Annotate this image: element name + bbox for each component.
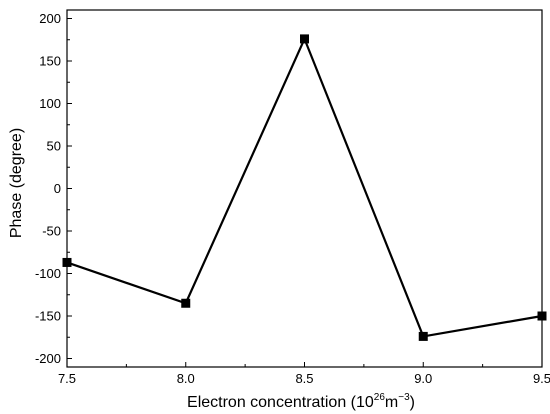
y-tick-label: -200 — [35, 351, 61, 366]
data-point-marker — [418, 331, 428, 341]
x-tick-label: 9.5 — [533, 371, 550, 386]
y-tick-label: 0 — [54, 181, 61, 196]
x-tick-label: 8.5 — [295, 371, 313, 386]
x-axis-title-unit-exponent: −3 — [398, 392, 410, 403]
data-series — [62, 34, 547, 341]
y-axis-title: Phase (degree) — [8, 128, 25, 238]
y-axis-title-group: Phase (degree) — [8, 128, 25, 238]
y-tick-label: -150 — [35, 309, 61, 324]
y-tick-label: 50 — [47, 139, 61, 154]
x-axis-title-unit: m — [385, 394, 398, 411]
series-line — [66, 36, 543, 338]
x-tick-label: 7.5 — [58, 371, 76, 386]
axis-ticks — [66, 18, 543, 367]
x-axis-title: Electron concentration (1026m−3) — [187, 392, 415, 411]
y-tick-label: 200 — [39, 11, 61, 26]
x-tick-label: 9.0 — [414, 371, 432, 386]
y-tick-label: 100 — [39, 96, 61, 111]
y-tick-label: 150 — [39, 54, 61, 69]
axis-tick-labels: -200 -150 -100 -50 0 50 100 150 200 7.5 8.0 8.5 9.0 9… — [35, 11, 550, 386]
x-axis-title-close: ) — [410, 394, 415, 411]
y-tick-label: -100 — [35, 266, 61, 281]
y-tick-label: -50 — [42, 224, 61, 239]
x-tick-label: 8.0 — [177, 371, 195, 386]
data-point-marker — [300, 34, 309, 44]
x-axis-title-main: Electron concentration (10 — [187, 394, 374, 411]
data-point-marker — [181, 298, 191, 308]
plot-frame — [66, 9, 543, 368]
x-axis-title-exponent: 26 — [374, 392, 386, 403]
